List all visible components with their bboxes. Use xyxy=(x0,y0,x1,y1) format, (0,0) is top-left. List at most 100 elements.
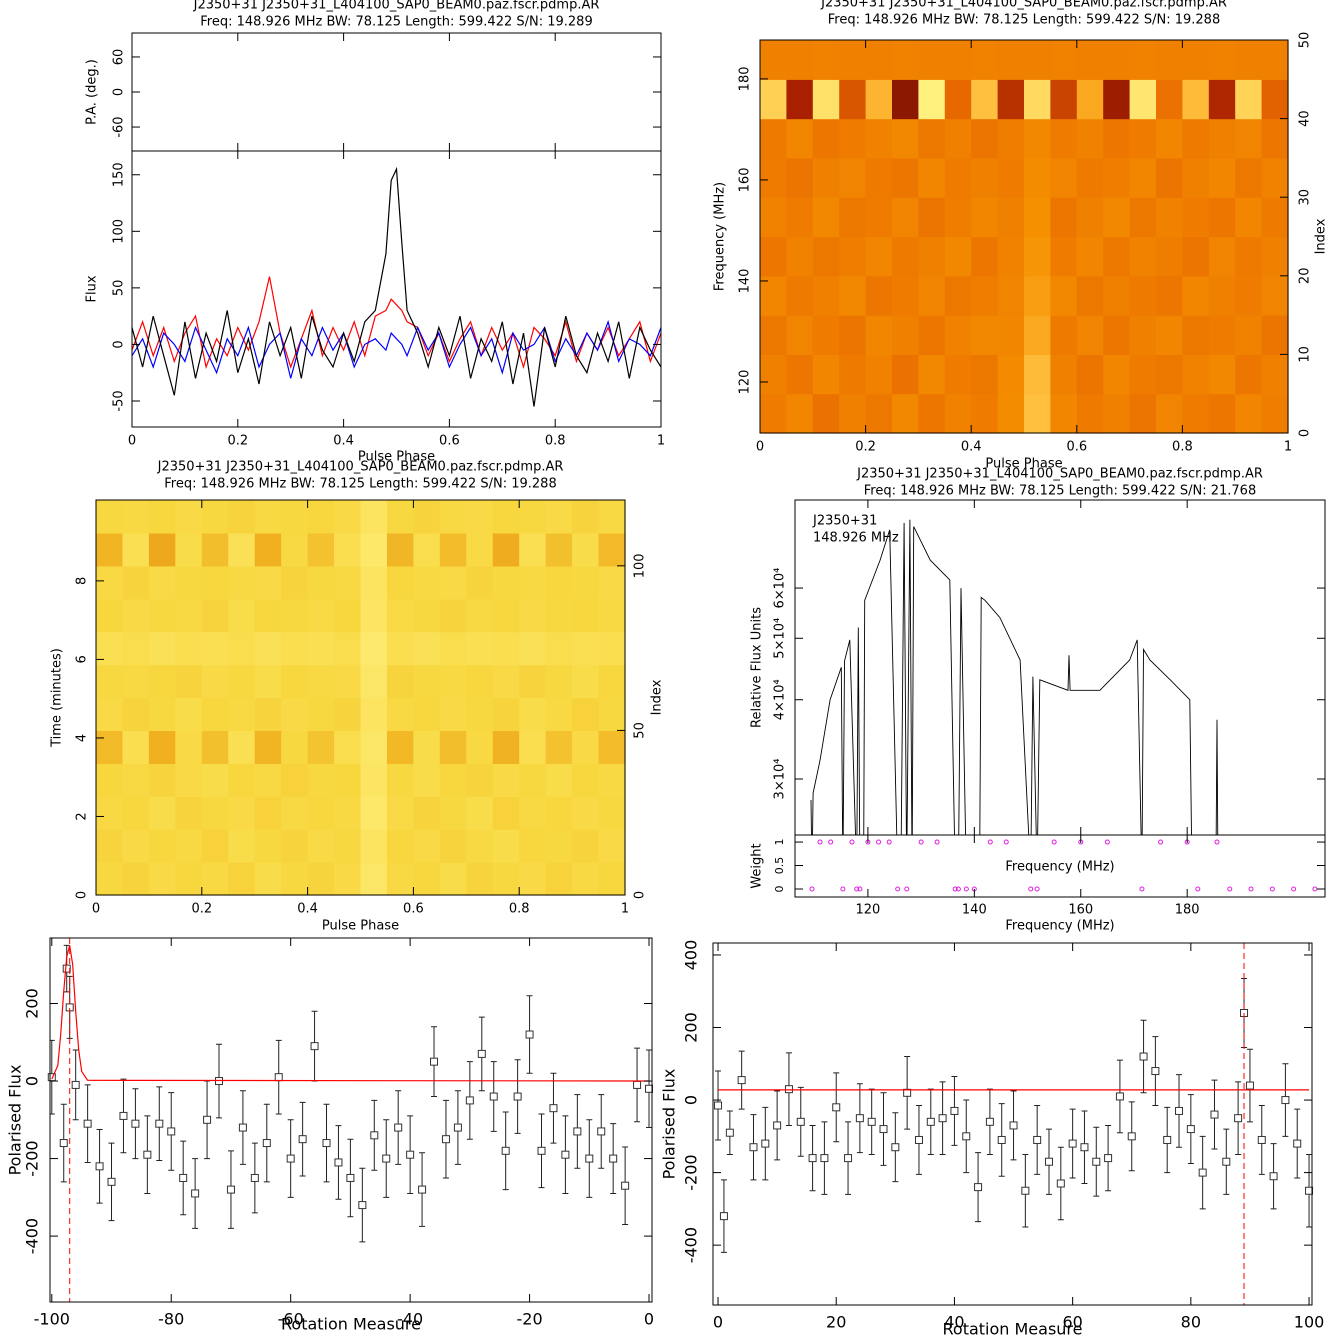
heatmap-cell xyxy=(228,565,256,600)
y-tick-label: 40 xyxy=(1298,110,1313,127)
heatmap-cell xyxy=(175,697,203,732)
heatmap-cell xyxy=(944,157,972,198)
heatmap-cell xyxy=(1050,315,1078,355)
heatmap-cell xyxy=(228,532,256,567)
heatmap-cell xyxy=(1235,157,1263,198)
heatmap-cell xyxy=(1261,157,1289,198)
heatmap-cell xyxy=(1024,157,1051,198)
plot-frame xyxy=(712,942,1313,1306)
heatmap-cell xyxy=(812,275,840,316)
rm-point xyxy=(513,1092,522,1101)
rm-point xyxy=(1269,1172,1278,1181)
rm-point xyxy=(1257,1135,1266,1144)
heatmap-cell xyxy=(228,730,256,764)
heatmap-cell xyxy=(228,631,256,666)
rm-point xyxy=(1104,1154,1113,1163)
heatmap-cell xyxy=(439,598,467,633)
heatmap-cell xyxy=(413,598,441,633)
heatmap-cell xyxy=(1261,393,1289,434)
heatmap-cell xyxy=(572,664,600,699)
weight-point xyxy=(918,839,924,845)
heatmap-cell xyxy=(1024,197,1051,238)
heatmap-cell xyxy=(944,79,972,120)
rm-point xyxy=(322,1139,331,1148)
rm-point xyxy=(609,1154,618,1163)
heatmap-cell xyxy=(1076,275,1104,316)
x-tick-label: -40 xyxy=(397,1310,423,1329)
heatmap-cell xyxy=(1050,275,1078,316)
heatmap-cell xyxy=(760,157,787,198)
heatmap-cell xyxy=(1103,354,1131,395)
y-tick-label: 3×10⁴ xyxy=(773,759,788,800)
x-tick-label: 180 xyxy=(1175,903,1200,918)
y-tick-label: 120 xyxy=(738,370,753,395)
heatmap-cell xyxy=(1050,79,1078,120)
rm-point xyxy=(167,1127,176,1136)
heatmap-cell xyxy=(281,697,309,732)
heatmap-cell xyxy=(839,315,867,355)
rm-point xyxy=(832,1103,841,1112)
y-tick-label: 160 xyxy=(738,168,753,193)
heatmap-cell xyxy=(1050,40,1078,80)
heatmap-cell xyxy=(1208,354,1236,395)
heatmap-cell xyxy=(360,829,388,863)
rm-point xyxy=(808,1154,817,1163)
profile-line xyxy=(132,276,661,370)
heatmap-cell xyxy=(1261,354,1289,395)
rm-point xyxy=(250,1173,259,1182)
heatmap-cell xyxy=(545,598,573,633)
heatmap-cell xyxy=(439,730,467,764)
heatmap-cell xyxy=(971,197,999,238)
weight-point xyxy=(1028,886,1034,892)
y-tick-label: 150 xyxy=(112,162,127,187)
heatmap-cell xyxy=(997,157,1025,198)
heatmap-cell xyxy=(1261,197,1289,238)
heatmap-cell xyxy=(96,829,124,863)
y-tick-label: 6×10⁴ xyxy=(773,568,788,609)
heatmap-cell xyxy=(492,532,520,567)
heatmap-cell xyxy=(281,598,309,633)
weight-point xyxy=(849,839,855,845)
heatmap-cell xyxy=(122,730,150,764)
heatmap-cell xyxy=(281,862,309,896)
heatmap-cell xyxy=(175,730,203,764)
heatmap-cell xyxy=(812,315,840,355)
heatmap-cell xyxy=(492,565,520,600)
heatmap-cell xyxy=(971,354,999,395)
heatmap-cell xyxy=(918,236,946,277)
heatmap-cell xyxy=(307,763,335,797)
rm-point xyxy=(1068,1139,1077,1148)
heatmap-cell xyxy=(466,532,494,567)
heatmap-cell xyxy=(201,500,229,534)
y-tick-label: 4×10⁴ xyxy=(773,679,788,720)
heatmap-cell xyxy=(201,730,229,764)
heatmap-cell xyxy=(201,829,229,863)
heatmap-cell xyxy=(598,565,626,600)
heatmap-cell xyxy=(307,565,335,600)
heatmap-cell xyxy=(865,275,893,316)
y-tick-label: 0 xyxy=(112,340,127,348)
weight-point xyxy=(857,886,863,892)
heatmap-cell xyxy=(148,565,176,600)
heatmap-cell xyxy=(1156,315,1183,355)
chart-subtitle: Freq: 148.926 MHz BW: 78.125 Length: 599… xyxy=(828,13,1220,28)
heatmap-cell xyxy=(175,532,203,567)
x-tick-label: 120 xyxy=(855,903,880,918)
heatmap-cell xyxy=(572,500,600,534)
rm-point xyxy=(1021,1186,1030,1195)
heatmap-cell xyxy=(892,118,919,159)
heatmap-cell xyxy=(228,796,256,830)
heatmap-cell xyxy=(545,829,573,863)
heatmap-cell xyxy=(786,157,814,198)
rm-point xyxy=(1186,1125,1195,1134)
heatmap-cell xyxy=(175,829,203,863)
heatmap-cell xyxy=(413,664,441,699)
rm-point xyxy=(155,1119,164,1128)
x-tick-label: 60 xyxy=(1062,1313,1082,1332)
heatmap-cell xyxy=(760,79,787,120)
heatmap-cell xyxy=(971,393,999,434)
x-tick-label: -100 xyxy=(34,1310,70,1329)
weight-point xyxy=(828,839,834,845)
heatmap-cell xyxy=(786,79,814,120)
heatmap-cell xyxy=(1103,197,1131,238)
